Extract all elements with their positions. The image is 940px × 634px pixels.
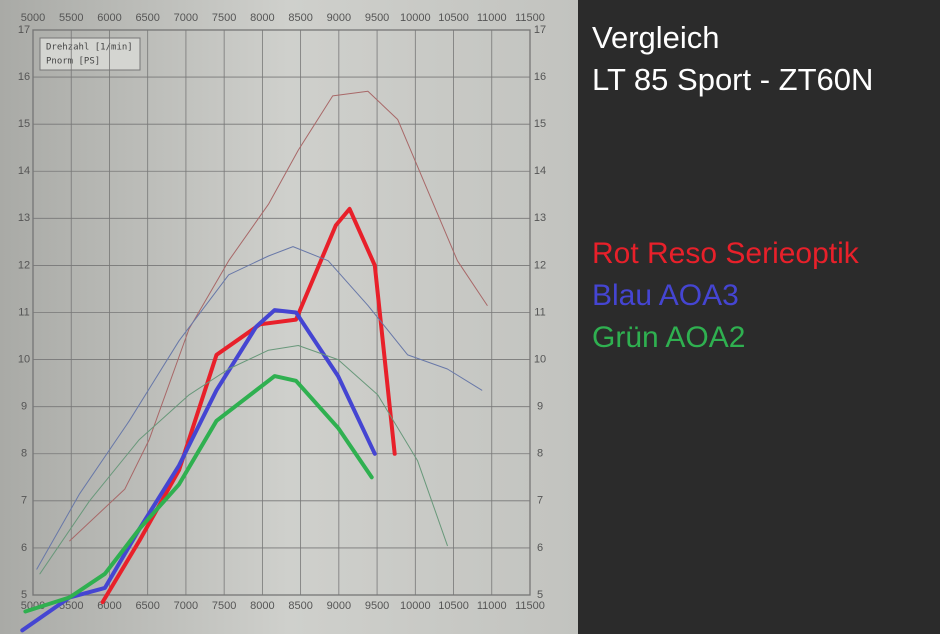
x-tick-label: 6500: [135, 12, 159, 24]
y-tick-label: 11: [534, 306, 545, 318]
y-tick-label: 6: [21, 542, 27, 554]
axis-label-box: [39, 37, 141, 71]
y-tick-label: 12: [534, 259, 546, 271]
x-tick-label: 9500: [365, 600, 389, 612]
y-tick-label: 17: [534, 24, 546, 36]
series-line: [20, 308, 377, 633]
x-tick-label: 7000: [174, 12, 198, 24]
y-tick-label: 13: [18, 212, 30, 224]
x-tick-label: 6500: [135, 600, 159, 612]
y-tick-label: 11: [18, 306, 29, 318]
y-tick-label: 9: [21, 401, 27, 413]
legend-entry: Blau AOA3: [592, 279, 739, 312]
y-tick-label: 12: [18, 259, 30, 271]
lines: [20, 90, 488, 633]
grid: 5000500055005500600060006500650070007000…: [18, 12, 546, 612]
y-tick-label: 5: [537, 589, 543, 601]
x-tick-label: 9000: [327, 12, 351, 24]
x-tick-label: 10500: [438, 12, 469, 24]
y-tick-label: 14: [18, 165, 30, 177]
y-tick-label: 8: [21, 448, 27, 460]
x-tick-label: 5000: [21, 12, 45, 24]
x-tick-label: 9500: [365, 12, 389, 24]
x-tick-label: 8000: [250, 12, 274, 24]
y-tick-label: 7: [537, 495, 543, 507]
x-tick-label: 7500: [212, 600, 236, 612]
x-tick-label: 7500: [212, 12, 236, 24]
x-tick-label: 6000: [97, 12, 121, 24]
x-tick-label: 11000: [477, 12, 507, 24]
x-axis-label: Drehzahl [1/min]: [46, 43, 133, 53]
x-tick-label: 7000: [174, 600, 198, 612]
x-tick-label: 8000: [250, 600, 274, 612]
series-line: [36, 246, 483, 570]
y-tick-label: 5: [21, 589, 27, 601]
x-tick-label: 11500: [515, 600, 545, 612]
y-tick-label: 16: [18, 71, 30, 83]
series-line: [69, 90, 488, 542]
legend: Rot Reso Serieoptik Blau AOA3 Grün AOA2: [592, 237, 860, 354]
y-tick-label: 14: [534, 165, 546, 177]
series-line: [39, 345, 448, 575]
chart-title: Vergleich: [592, 20, 720, 55]
legend-entry: Rot Reso Serieoptik: [592, 237, 860, 270]
legend-entry: Grün AOA2: [592, 321, 745, 354]
x-tick-label: 9000: [327, 600, 351, 612]
y-axis-label: Pnorm [PS]: [46, 57, 100, 67]
chart-subtitle: LT 85 Sport - ZT60N: [592, 62, 873, 97]
y-tick-label: 13: [534, 212, 546, 224]
y-tick-label: 6: [537, 542, 543, 554]
series-line: [23, 374, 374, 614]
x-tick-label: 10500: [438, 600, 469, 612]
y-tick-label: 16: [534, 71, 546, 83]
x-tick-label: 8500: [288, 12, 312, 24]
x-tick-label: 10000: [400, 12, 431, 24]
y-tick-label: 8: [537, 448, 543, 460]
y-tick-label: 17: [18, 24, 30, 36]
y-tick-label: 15: [534, 118, 546, 130]
y-tick-label: 9: [537, 401, 543, 413]
x-tick-label: 5500: [59, 12, 83, 24]
paper: [0, 0, 578, 634]
y-tick-label: 10: [18, 353, 30, 365]
y-tick-label: 15: [18, 118, 30, 130]
x-tick-label: 11000: [477, 600, 507, 612]
x-tick-label: 11500: [515, 12, 545, 24]
x-tick-label: 8500: [288, 600, 312, 612]
y-tick-label: 10: [534, 353, 546, 365]
y-tick-label: 7: [21, 495, 27, 507]
x-tick-label: 10000: [400, 600, 431, 612]
